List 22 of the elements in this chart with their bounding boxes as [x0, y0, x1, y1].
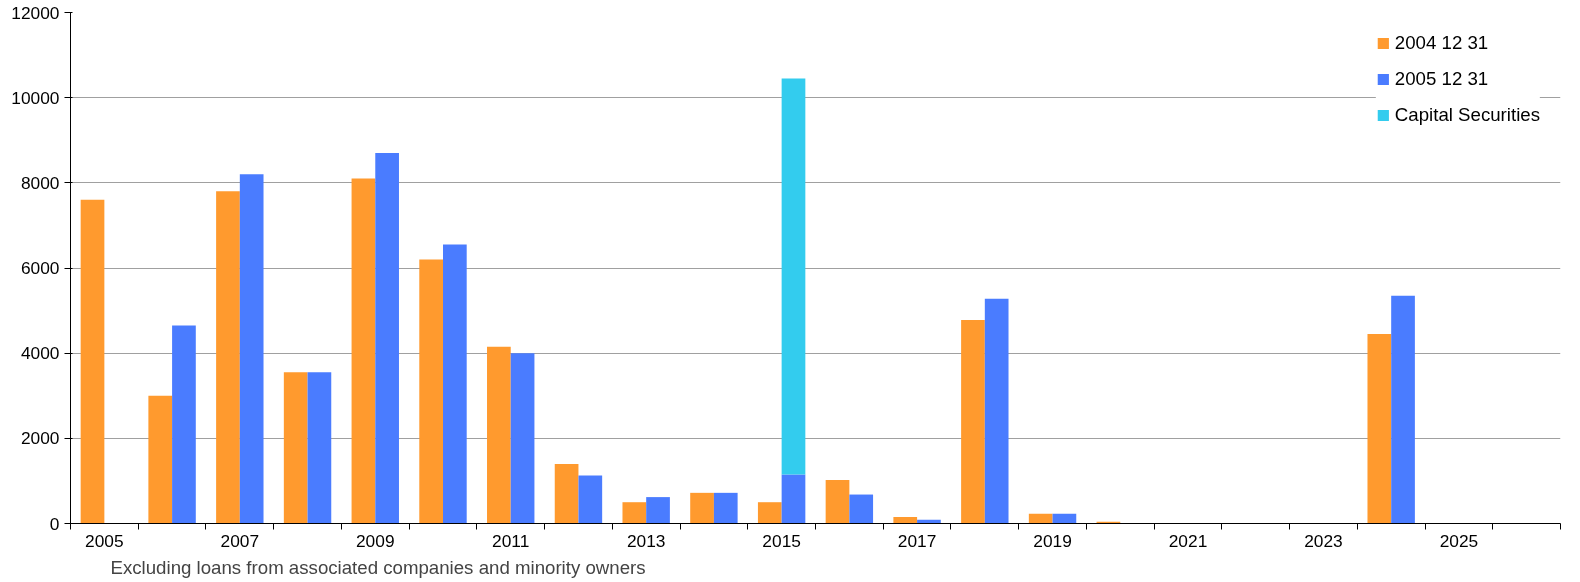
x-tick-label: 2023 [1304, 530, 1343, 551]
y-tick-label: 2000 [20, 428, 60, 449]
x-tick-label: 2011 [492, 530, 530, 551]
x-tick-label: 2009 [356, 530, 395, 551]
x-tick-label: 2005 [85, 530, 124, 551]
x-tick-label: 2021 [1168, 530, 1208, 551]
x-tick-label: 2019 [1033, 530, 1072, 551]
x-tick-label: 2025 [1439, 530, 1479, 551]
y-tick-label: 4000 [20, 343, 60, 364]
x-tick-label: 2015 [762, 530, 801, 551]
y-tick-label: 6000 [20, 258, 60, 278]
x-tick-label: 2017 [897, 530, 937, 551]
y-tick-label: 8000 [20, 172, 60, 193]
y-tick-label: 0 [49, 513, 60, 534]
legend-label: Capital Securities [1394, 104, 1540, 126]
text: Excluding loans from associated companies and minority owners [110, 556, 646, 578]
x-tick-label: 2013 [626, 530, 666, 551]
legend-label: 2004 12 31 [1394, 32, 1489, 54]
x-tick-label: 2007 [220, 530, 260, 551]
y-tick-label: 10000 [11, 87, 60, 108]
legend-label: 2005 12 31 [1394, 68, 1489, 90]
y-tick-label: 12000 [11, 2, 60, 23]
